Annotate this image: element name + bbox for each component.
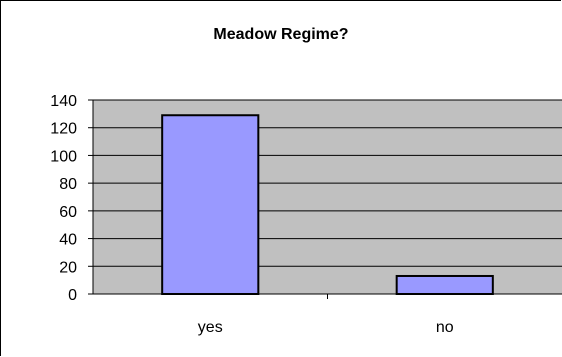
y-tick-label-120: 120 bbox=[50, 121, 77, 138]
y-tick-label-0: 0 bbox=[68, 287, 77, 304]
y-tick-label-20: 20 bbox=[59, 259, 77, 276]
y-tick-label-40: 40 bbox=[59, 232, 77, 249]
y-tick-label-80: 80 bbox=[59, 176, 77, 193]
y-tick-label-60: 60 bbox=[59, 204, 77, 221]
y-tick-label-140: 140 bbox=[50, 93, 77, 110]
x-tick-label-yes: yes bbox=[198, 319, 223, 336]
x-tick-label-no: no bbox=[436, 319, 454, 336]
chart-title: Meadow Regime? bbox=[213, 26, 349, 43]
bar-yes bbox=[161, 114, 260, 295]
bar-no bbox=[395, 274, 494, 296]
y-tick-label-100: 100 bbox=[50, 148, 77, 165]
